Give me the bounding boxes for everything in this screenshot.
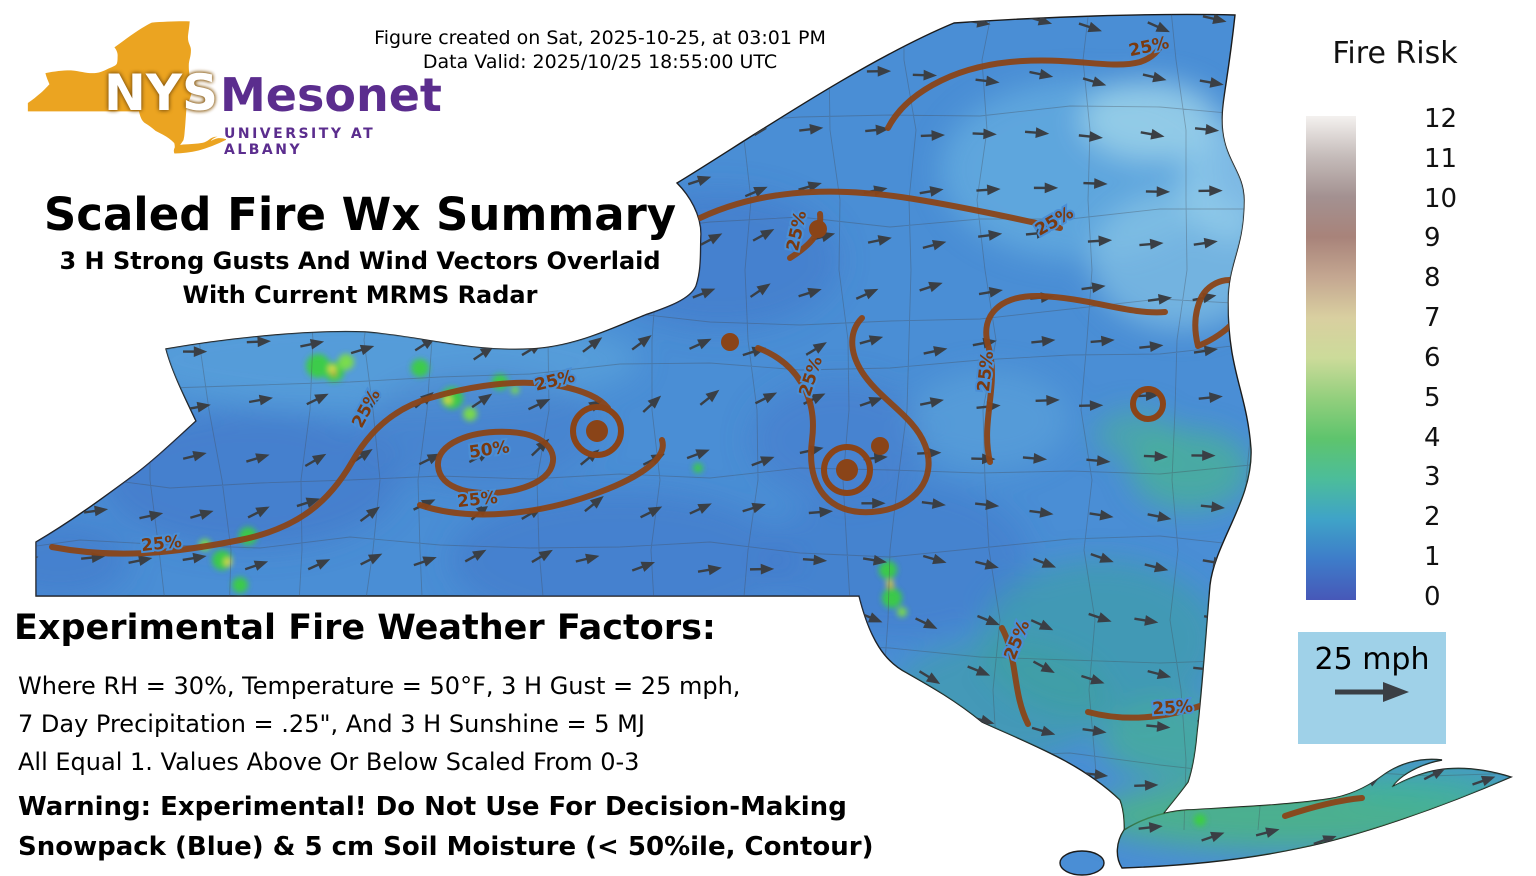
logo-university-text: UNIVERSITY AT ALBANY [224,126,376,158]
colorbar-tick: 8 [1424,263,1441,294]
colorbar-tick: 11 [1424,143,1458,174]
logo-nys-text: NYS [104,64,219,122]
colorbar-tick: 10 [1424,183,1458,214]
colorbar-tick: 0 [1424,581,1441,612]
footer-warning: Warning: Experimental! Do Not Use For De… [18,792,847,822]
colorbar-tick: 3 [1424,462,1441,493]
title-block: Scaled Fire Wx Summary 3 H Strong Gusts … [40,188,680,309]
colorbar-tick: 12 [1424,104,1458,134]
footer-heading: Experimental Fire Weather Factors: [14,608,716,648]
timestamp-block: Figure created on Sat, 2025-10-25, at 03… [360,26,840,74]
logo-mesonet-text: Mesonet [220,68,442,122]
page-title: Scaled Fire Wx Summary [43,188,677,241]
subtitle-line-1: 3 H Strong Gusts And Wind Vectors Overla… [59,247,661,275]
fire-risk-colorbar [1306,116,1356,600]
footer-factor-line: Where RH = 30%, Temperature = 50°F, 3 H … [18,672,741,700]
nys-mesonet-logo: NYS Mesonet UNIVERSITY AT ALBANY [26,8,442,173]
colorbar-tick: 2 [1424,502,1441,533]
colorbar-tick: 5 [1424,382,1441,413]
subtitle-line-2: With Current MRMS Radar [182,281,538,309]
footer-factor-line: All Equal 1. Values Above Or Below Scale… [18,748,640,776]
contour-layer [49,39,1365,819]
wind-legend-label: 25 mph [1314,642,1430,677]
figure-created-line: Figure created on Sat, 2025-10-25, at 03… [374,27,826,49]
footer-factor-line: 7 Day Precipitation = .25", And 3 H Suns… [18,710,645,738]
colorbar-tick: 4 [1424,422,1441,453]
colorbar-tick: 6 [1424,342,1441,373]
colorbar-title: Fire Risk [1332,36,1458,71]
wind-speed-legend: 25 mph [1298,632,1446,744]
contour-label: 25% [140,532,183,556]
colorbar-tick: 9 [1424,223,1441,254]
colorbar-tick: 7 [1424,303,1441,334]
contour-label: 25% [1152,697,1194,720]
footer-note: Snowpack (Blue) & 5 cm Soil Moisture (< … [18,832,874,862]
colorbar-tick: 1 [1424,542,1441,573]
colorbar-tick-labels: 12 11 10 9 8 7 6 5 4 3 2 1 0 [1424,104,1484,612]
contour-label: 25% [974,350,998,393]
wind-arrow-icon [1335,682,1409,702]
contour-label: 25% [456,488,499,512]
ny-state-logo-icon [27,21,227,154]
data-valid-line: Data Valid: 2025/10/25 18:55:00 UTC [422,51,778,73]
